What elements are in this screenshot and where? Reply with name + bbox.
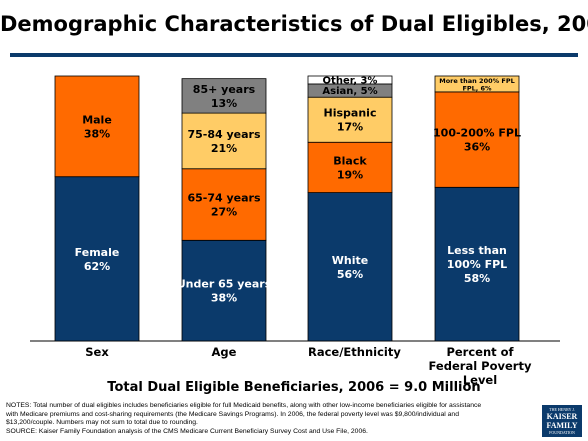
data-value-female: 62% [84,260,110,273]
total-beneficiaries-caption: Total Dual Eligible Beneficiaries, 2006 … [107,380,481,395]
data-value-75-84-years: 21% [211,142,237,155]
category-label-race: Race/Ethnicity [308,345,401,359]
notes-line: with Medicare premiums and cost-sharing … [6,410,459,418]
category-label-age: Age [211,345,237,359]
category-label-sex: Sex [85,345,109,359]
logo-line: THE HENRY J. [549,407,575,412]
data-value-black: 19% [337,168,363,181]
category-label-fpl: Percent of Federal Poverty Level [428,345,532,387]
title-underline [10,53,578,57]
data-value-white: 56% [337,268,363,281]
data-value-65-74-years: 27% [211,206,237,219]
bar-segment-other [307,75,393,85]
data-value-hispanic: 17% [337,121,363,134]
data-label-less-than-100-fpl: 100% FPL [447,258,507,271]
data-label-less-than-100-fpl: Less than [447,244,507,257]
data-label-female: Female [75,246,120,259]
data-label-75-84-years: 75-84 years [187,128,260,141]
data-value-less-than-100-fpl: 58% [464,272,490,285]
bar-segment-under-65-years [181,239,267,342]
logo-line: FOUNDATION [549,430,575,435]
notes-block: NOTES: Total number of dual eligibles in… [6,402,536,436]
bar-segment-100-200-fpl [434,91,520,188]
data-label-asian: Asian, 5% [322,86,377,97]
data-value-more-than-200-fpl: FPL, 6% [462,84,492,92]
data-label-65-74-years: 65-74 years [187,192,260,205]
data-label-more-than-200-fpl: More than 200% FPL [439,77,515,85]
data-label-100-200-fpl: 100-200% FPL [433,127,521,140]
bar-segment-hispanic [307,96,393,143]
source-line: SOURCE: Kaiser Family Foundation analysi… [6,427,368,435]
bar-segment-white [307,192,393,342]
data-value-under-65-years: 38% [211,292,237,305]
data-label-hispanic: Hispanic [324,107,377,120]
bar-segment-more-than-200-fpl [434,75,520,93]
logo-line: FAMILY [546,421,578,430]
data-label-white: White [332,254,368,267]
bar-segment-less-than-100-fpl [434,186,520,342]
kaiser-family-foundation-logo: THE HENRY J. KAISER FAMILY FOUNDATION [542,405,582,437]
bar-segment-black [307,141,393,193]
bar-segment-65-74-years [181,168,267,241]
notes-line: $13,200/couple. Numbers may not sum to t… [6,419,198,427]
bar-segment-female [54,176,140,342]
bar-segment-male [54,75,140,178]
bar-segment-85-years [181,78,267,114]
data-label-black: Black [333,154,367,167]
logo-line: KAISER [546,412,578,421]
data-label-85-years: 85+ years [193,83,256,96]
data-value-male: 38% [84,127,110,140]
data-label-under-65-years: Under 65 years [177,278,272,291]
notes-line: NOTES: Total number of dual eligibles in… [6,402,482,409]
data-value-85-years: 13% [211,97,237,110]
data-label-other: Other, 3% [323,75,378,86]
data-value-100-200-fpl: 36% [464,141,490,154]
chart-title: Demographic Characteristics of Dual Elig… [0,12,588,36]
data-label-male: Male [82,113,112,126]
